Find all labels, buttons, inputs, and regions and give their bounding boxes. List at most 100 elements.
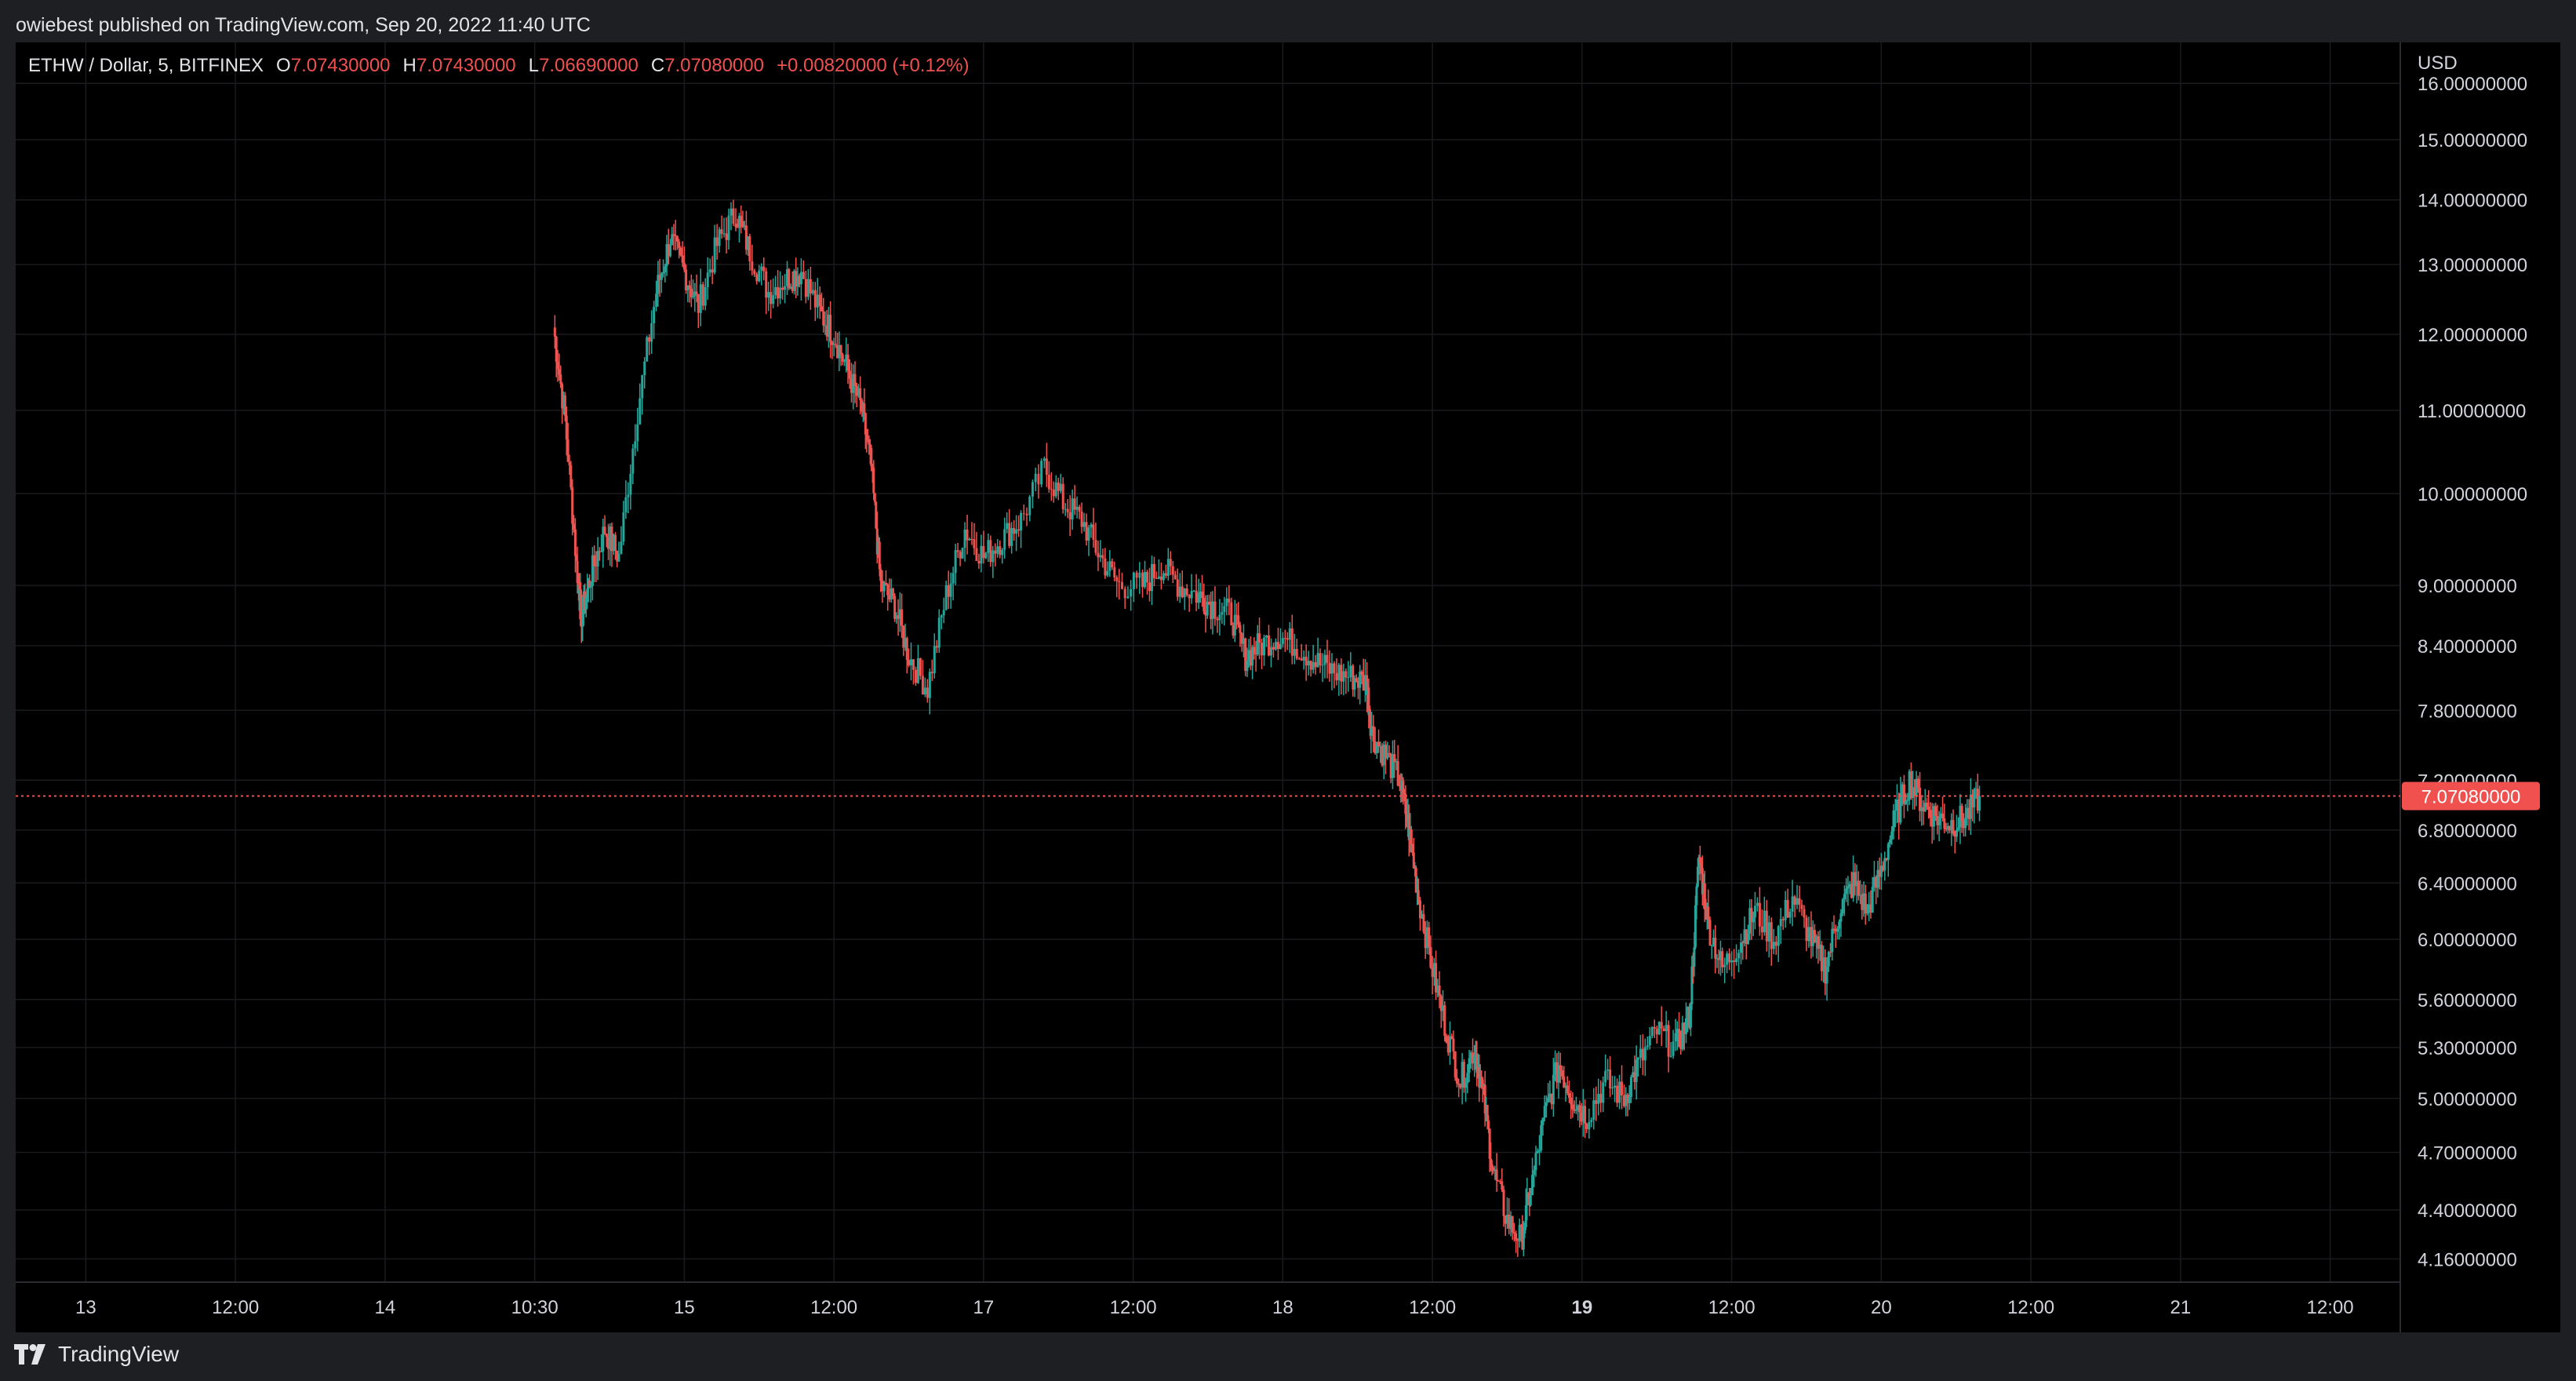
candle-body xyxy=(1563,1076,1566,1088)
candle-body xyxy=(1541,1117,1545,1125)
candle-body xyxy=(648,337,651,342)
candle-body xyxy=(1097,552,1100,558)
price-axis: 16.00000000 15.00000000 14.00000000 13.0000… xyxy=(2418,74,2527,1270)
candle-body xyxy=(1939,813,1942,817)
candle-body xyxy=(765,271,768,298)
candle-body xyxy=(1461,1062,1464,1088)
candle-body xyxy=(1865,904,1868,914)
candle-body xyxy=(747,236,750,250)
time-tick-label: 15 xyxy=(674,1297,695,1318)
candle-body xyxy=(1237,615,1240,625)
candle-body xyxy=(573,529,577,556)
high-label: H xyxy=(402,55,417,76)
candle-body xyxy=(1213,601,1217,619)
candle-body xyxy=(1388,752,1391,755)
symbol-name[interactable]: ETHW / Dollar, 5, BITFINEX xyxy=(28,55,264,76)
candle-body xyxy=(1887,844,1890,860)
candle-body xyxy=(882,582,886,592)
candle-body xyxy=(909,659,912,665)
candle-body xyxy=(772,295,775,304)
candle-body xyxy=(1791,896,1794,912)
price-tick-label: 10.00000000 xyxy=(2418,484,2527,505)
candle-body xyxy=(1490,1158,1493,1164)
candle-body xyxy=(868,439,871,445)
candle-body xyxy=(890,588,893,599)
candle-body xyxy=(1443,1005,1446,1037)
candle-body xyxy=(792,271,795,291)
candle-body xyxy=(1701,868,1704,895)
candle-body xyxy=(1190,591,1193,599)
candle-body xyxy=(1090,524,1093,528)
candle-body xyxy=(873,493,876,502)
candle-body xyxy=(1263,637,1266,656)
candle-body xyxy=(685,269,688,290)
candle-body xyxy=(893,596,897,619)
candle-body xyxy=(1519,1225,1523,1227)
candle-body xyxy=(1912,787,1915,798)
candle-body xyxy=(1360,671,1363,676)
candle-body xyxy=(1800,904,1803,909)
candle-body xyxy=(999,546,1002,556)
tradingview-brand[interactable]: TradingView xyxy=(14,1339,179,1370)
candle-body xyxy=(838,345,841,359)
candle-body xyxy=(897,615,900,619)
candle-body xyxy=(1716,958,1719,960)
candle-body xyxy=(636,424,639,442)
candle-body xyxy=(1293,648,1296,656)
time-axis: 13 12:00 14 10:30 15 12:00 17 12:00 18 12:00 19 12:… xyxy=(75,1297,2354,1318)
chart-pane[interactable]: USD 16.00000000 15.00000000 14.00000000 13.… xyxy=(16,42,2560,1332)
candle-body xyxy=(1543,1106,1546,1118)
candle-body xyxy=(718,229,721,246)
candle-body xyxy=(1923,802,1927,811)
candle-body xyxy=(1899,793,1902,823)
candle-body xyxy=(1068,512,1072,519)
time-tick-label: 10:30 xyxy=(511,1297,558,1318)
candle-body xyxy=(1472,1052,1475,1064)
price-tick-label: 4.40000000 xyxy=(2418,1201,2517,1222)
candle-body xyxy=(923,687,926,695)
candle-body xyxy=(617,553,620,562)
candle-body xyxy=(1897,800,1901,823)
candle-body xyxy=(1740,942,1743,953)
candle-body xyxy=(1183,588,1186,598)
candle-body xyxy=(1798,898,1801,905)
candle-body xyxy=(902,625,905,648)
candle-body xyxy=(1377,742,1381,747)
candle-body xyxy=(646,337,649,362)
candle-body xyxy=(1389,754,1392,778)
candle-body xyxy=(1953,833,1956,837)
candle-body xyxy=(824,325,827,326)
candle-body xyxy=(1580,1112,1583,1122)
candle-body xyxy=(841,355,844,362)
candle-body xyxy=(813,290,817,308)
candle-body xyxy=(736,227,739,228)
axis-currency-label: USD xyxy=(2418,53,2458,74)
candle-body xyxy=(846,354,850,371)
candle-body xyxy=(1602,1082,1605,1103)
candle-body xyxy=(1059,483,1062,491)
price-chart[interactable]: USD 16.00000000 15.00000000 14.00000000 13.… xyxy=(16,42,2560,1332)
low-label: L xyxy=(528,55,540,76)
candle-body xyxy=(1082,522,1086,527)
candle-body xyxy=(1976,789,1979,811)
candle-body xyxy=(1028,496,1031,516)
candle-body xyxy=(1639,1048,1642,1058)
candle-body xyxy=(1882,865,1885,871)
candle-body xyxy=(1875,876,1878,888)
candles xyxy=(553,199,1981,1257)
candle-body xyxy=(622,512,625,542)
candle-body xyxy=(1502,1190,1505,1216)
candle-body xyxy=(573,523,576,530)
candle-body xyxy=(1045,458,1048,476)
candle-body xyxy=(665,244,668,267)
candle-body xyxy=(1660,1022,1663,1029)
candle-body xyxy=(796,275,799,287)
candle-body xyxy=(1115,577,1119,581)
candle-body xyxy=(1969,794,1972,819)
candle-body xyxy=(1943,818,1946,829)
candle-body xyxy=(991,550,995,563)
candle-body xyxy=(1623,1095,1626,1106)
candle-body xyxy=(1402,780,1405,793)
candle-body xyxy=(930,672,933,673)
candle-body xyxy=(566,439,569,462)
